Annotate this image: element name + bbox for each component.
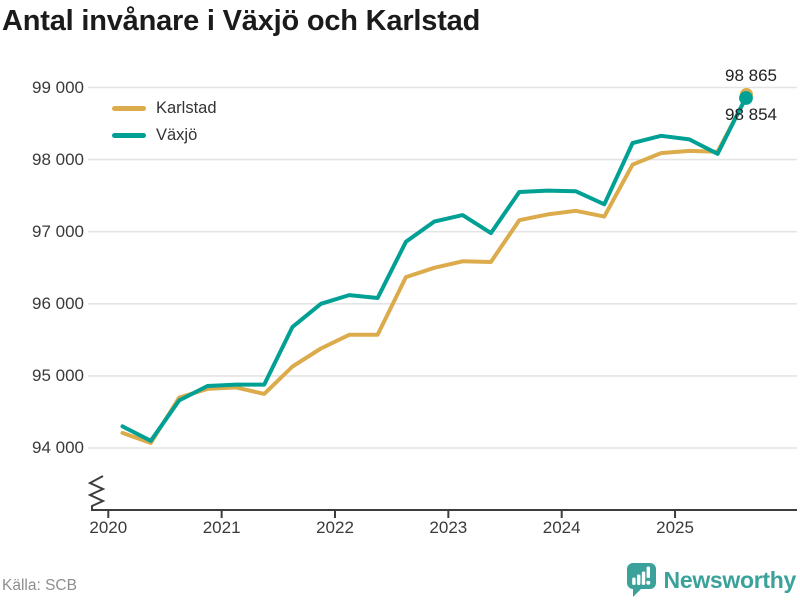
end-dot-vaxjo [739,91,753,105]
end-value-label-karlstad: 98 854 [725,105,777,124]
x-tick-label: 2022 [316,518,354,537]
x-tick-label: 2025 [656,518,694,537]
legend-item-karlstad: Karlstad [112,95,217,122]
legend-label-karlstad: Karlstad [156,99,217,117]
logo-bar-3 [641,571,645,585]
legend-swatch-karlstad [112,106,146,111]
y-tick-label: 99 000 [32,77,84,97]
logo-bar-2 [636,574,640,585]
chart-title: Antal invånare i Växjö och Karlstad [2,5,481,37]
source-note: Källa: SCB [2,577,77,594]
legend-label-vaxjo: Växjö [156,126,198,144]
legend-item-vaxjo: Växjö [112,122,217,149]
legend-swatch-vaxjo [112,133,146,138]
x-tick-label: 2020 [89,518,128,537]
y-tick-label: 97 000 [32,221,84,241]
legend: Karlstad Växjö [112,95,217,149]
x-tick-label: 2023 [429,518,468,537]
newsworthy-logo-text: Newsworthy [663,566,797,593]
x-tick-label: 2021 [202,518,241,537]
line-växjö [120,95,748,443]
logo-bubble [626,563,656,597]
y-tick-label: 94 000 [32,438,84,457]
newsworthy-logo: Newsworthy [626,562,796,598]
line-karlstad [120,96,748,445]
y-tick-label: 96 000 [32,293,84,313]
newsworthy-logo-icon [626,563,656,597]
y-axis-break-icon [87,475,106,509]
logo-exclamation-bar [646,566,650,578]
x-tick-label: 2024 [542,518,581,537]
end-value-label-vaxjo: 98 865 [725,66,777,85]
y-tick-label: 98 000 [32,149,84,169]
y-tick-label: 95 000 [32,365,84,385]
logo-bar-1 [631,577,636,585]
logo-exclamation-dot [645,580,650,585]
